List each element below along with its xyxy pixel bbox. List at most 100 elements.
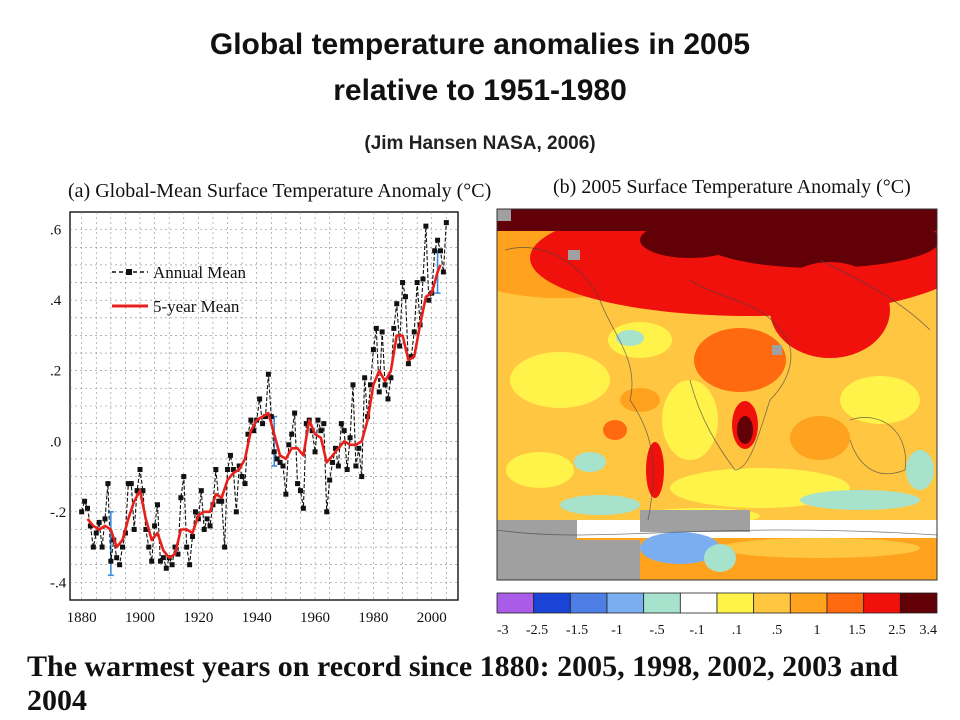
plot-a-ticks: 1880 1900 1920 1940 1960 1980 2000 -.4 -.2 .0 .2 .4… xyxy=(50,223,447,626)
annual-mean-point xyxy=(268,414,274,420)
annual-mean-point xyxy=(222,544,228,550)
annual-mean-point xyxy=(295,481,301,487)
annual-mean-point xyxy=(432,248,438,254)
annual-mean-point xyxy=(327,477,333,483)
annual-mean-point xyxy=(370,347,376,353)
annual-mean-point xyxy=(315,417,321,423)
annual-mean-point xyxy=(300,505,306,511)
colorbar-tick-label: -2.5 xyxy=(526,623,548,638)
annual-mean-point xyxy=(85,505,91,511)
annual-mean-point xyxy=(297,488,303,494)
annual-mean-point xyxy=(373,325,379,331)
annual-mean-point xyxy=(125,481,131,487)
annual-mean-point xyxy=(332,445,338,451)
colorbar-swatch xyxy=(496,592,535,614)
annual-mean-point xyxy=(134,488,140,494)
colorbar-swatch xyxy=(826,592,865,614)
annual-mean-point xyxy=(207,523,213,529)
annual-mean-point xyxy=(335,463,341,469)
colorbar-tick-label: 3.4 xyxy=(920,623,938,638)
legend-5yr-label: 5-year Mean xyxy=(153,297,240,316)
colorbar-tick-label: .1 xyxy=(732,623,743,638)
annual-mean-point xyxy=(137,466,143,472)
plot-a-series xyxy=(79,220,449,571)
annual-mean-point xyxy=(394,301,400,307)
annual-mean-point xyxy=(362,375,368,381)
annual-mean-point xyxy=(149,558,155,564)
annual-mean-point xyxy=(213,466,219,472)
annual-mean-point xyxy=(90,544,96,550)
annual-mean-point xyxy=(99,544,105,550)
annual-mean-point xyxy=(330,459,336,465)
annual-mean-point xyxy=(303,421,309,427)
colorbar-tick-label: 1.5 xyxy=(848,623,866,638)
annual-mean-point xyxy=(286,442,292,448)
annual-mean-point xyxy=(82,498,88,504)
colorbar-tick-label: -1 xyxy=(611,623,623,638)
x-tick-label: 1940 xyxy=(242,610,272,626)
annual-mean-point xyxy=(347,435,353,441)
annual-mean-point xyxy=(265,371,271,377)
y-tick-label: .2 xyxy=(50,364,61,380)
map-frame xyxy=(496,208,938,581)
annual-mean-point xyxy=(248,417,254,423)
annual-mean-point xyxy=(260,421,266,427)
annual-mean-point xyxy=(405,361,411,367)
annual-mean-point xyxy=(181,474,187,480)
annual-mean-point xyxy=(169,562,175,568)
colorbar-swatch xyxy=(899,592,938,614)
annual-mean-point xyxy=(321,421,327,427)
annual-mean-point xyxy=(385,396,391,402)
annual-mean-point xyxy=(350,382,356,388)
annual-mean-point xyxy=(105,481,111,487)
annual-mean-point xyxy=(163,565,169,571)
colorbar-tick-label: -1.5 xyxy=(566,623,588,638)
annual-mean-point xyxy=(120,544,126,550)
annual-mean-point xyxy=(435,237,441,243)
legend-annual-marker xyxy=(126,269,132,275)
annual-mean-point xyxy=(96,519,102,525)
annual-mean-point xyxy=(102,516,108,522)
annual-mean-point xyxy=(79,509,85,515)
annual-mean-point xyxy=(411,329,417,335)
annual-mean-point xyxy=(143,526,149,532)
annual-mean-point xyxy=(274,456,280,462)
annual-mean-point xyxy=(341,428,347,434)
annual-mean-point xyxy=(397,343,403,349)
panel-b-title: (b) 2005 Surface Temperature Anomaly (°C… xyxy=(553,176,911,198)
page-title-line1: Global temperature anomalies in 2005 xyxy=(209,28,751,61)
annual-mean-point xyxy=(420,276,426,282)
annual-mean-point xyxy=(198,488,204,494)
annual-mean-point xyxy=(426,297,432,303)
colorbar-swatch xyxy=(569,592,608,614)
colorbar xyxy=(496,592,938,614)
colorbar-tick-label: 1 xyxy=(814,623,821,638)
colorbar-swatch xyxy=(863,592,901,614)
annual-mean-point xyxy=(225,466,231,472)
y-tick-label: .6 xyxy=(50,223,62,239)
annual-mean-point xyxy=(344,466,350,472)
annual-mean-point xyxy=(292,410,298,416)
y-tick-label: .4 xyxy=(50,293,62,309)
annual-mean-point xyxy=(230,466,236,472)
annual-mean-point xyxy=(108,558,114,564)
colorbar-swatch xyxy=(789,592,828,614)
map-field xyxy=(497,209,937,580)
annual-mean-point xyxy=(128,481,134,487)
colorbar-swatch xyxy=(716,592,755,614)
annual-mean-point xyxy=(309,428,315,434)
annual-mean-point xyxy=(440,269,446,275)
annual-mean-point xyxy=(204,516,210,522)
annual-mean-point xyxy=(236,463,242,469)
x-tick-label: 1960 xyxy=(300,610,330,626)
colorbar-tick-label: -.1 xyxy=(689,623,704,638)
annual-mean-point xyxy=(201,526,207,532)
annual-mean-point xyxy=(219,498,225,504)
annual-mean-point xyxy=(414,280,420,286)
x-tick-label: 1880 xyxy=(67,610,97,626)
x-tick-label: 1900 xyxy=(125,610,155,626)
annual-mean-point xyxy=(367,382,373,388)
annual-mean-point xyxy=(140,488,146,494)
annual-mean-point xyxy=(233,509,239,515)
annual-mean-point xyxy=(277,459,283,465)
